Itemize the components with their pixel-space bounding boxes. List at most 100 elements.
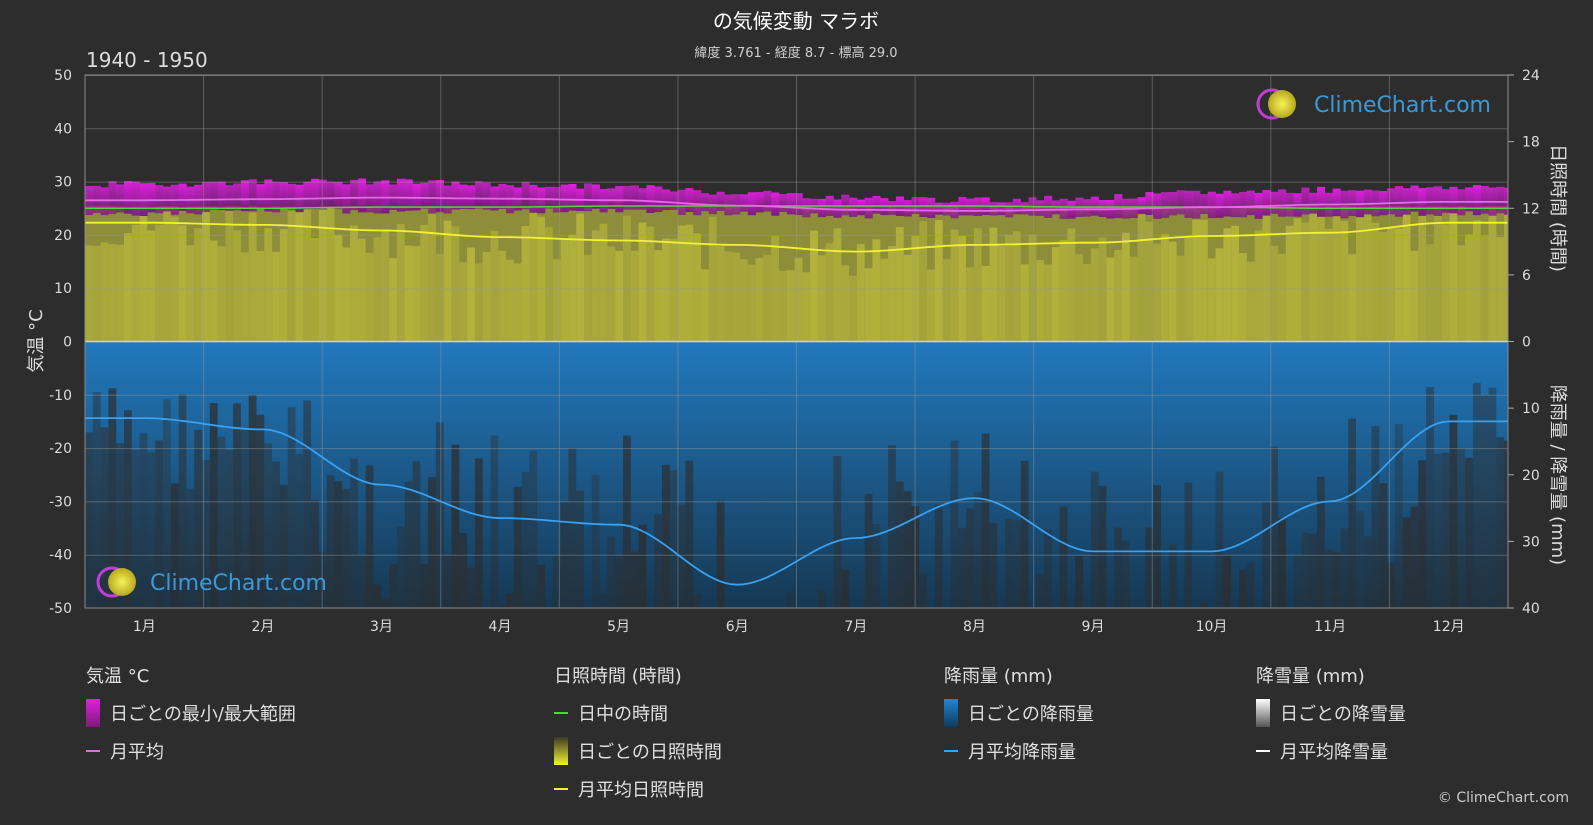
daily-temp-bar <box>264 179 273 212</box>
daily-sunshine-bar <box>311 238 319 342</box>
daily-rain-bar <box>1332 552 1341 608</box>
daily-temp-bar <box>1200 194 1209 214</box>
left-tick-label: 30 <box>54 175 72 191</box>
daily-temp-bar <box>521 181 530 210</box>
daily-rain-bar <box>365 465 374 608</box>
daily-rain-bar <box>1215 471 1224 608</box>
daily-temp-bar <box>1496 186 1505 214</box>
daily-rain-bar <box>591 474 600 608</box>
daily-rain-bar <box>1394 424 1403 608</box>
left-tick-label: 10 <box>54 281 72 297</box>
daily-sunshine-bar <box>404 245 413 342</box>
legend-item-label: 日ごとの降雨量 <box>968 704 1094 725</box>
logo-bottom-left: ClimeChart.com <box>96 566 327 598</box>
daily-rain-bar <box>521 472 530 608</box>
daily-rain-bar <box>1426 387 1434 608</box>
daily-temp-bar <box>568 184 577 211</box>
daily-sunshine-bar <box>155 224 163 342</box>
daily-rain-bar <box>1153 485 1161 608</box>
right-sun-tick-label: 18 <box>1522 135 1540 151</box>
daily-rain-bar <box>318 552 327 608</box>
daily-temp-bar <box>646 185 655 213</box>
daily-rain-bar <box>1441 452 1450 608</box>
daily-rain-bar <box>373 584 382 608</box>
daily-temp-bar <box>474 181 483 209</box>
daily-sunshine-bar <box>654 250 662 342</box>
daily-sunshine-bar <box>1012 231 1021 342</box>
sunshine-monthly-mean-line <box>85 221 1508 253</box>
right-precip-axis-ticks: 10 20 30 40 <box>1508 401 1540 617</box>
daily-temp-bar <box>435 180 444 213</box>
daily-temp-bar <box>1465 187 1474 212</box>
daily-rain-bar <box>607 536 616 608</box>
daily-temp-bar <box>1387 188 1396 215</box>
daily-sunshine-bar <box>342 247 351 342</box>
daily-rain-bar <box>124 410 132 608</box>
daily-rain-bar <box>1090 471 1099 608</box>
x-tick-label: 9月 <box>1082 619 1105 635</box>
daily-sunshine-bar <box>1231 225 1239 342</box>
daily-sunshine-bar <box>1114 250 1122 342</box>
daily-sunshine-bar <box>108 244 117 342</box>
daily-temp-bar <box>1278 189 1287 217</box>
daily-sunshine-bar <box>1020 264 1029 342</box>
daily-sunshine-bar <box>147 230 156 342</box>
daily-rain-bar <box>654 514 662 608</box>
daily-sunshine-bar <box>545 226 553 342</box>
daily-sunshine-bar <box>1044 264 1052 342</box>
daily-rain-bar <box>1457 448 1466 608</box>
daily-temp-bar <box>482 182 491 210</box>
daily-rain-bar <box>1356 511 1364 608</box>
daily-rain-bar <box>412 461 421 608</box>
daily-temp-bar <box>669 191 678 210</box>
daily-temp-bar <box>701 193 710 212</box>
daily-rain-bar <box>163 399 171 608</box>
daily-temp-bar <box>225 185 234 211</box>
daily-rain-bar <box>552 555 561 608</box>
daily-rain-bar <box>576 490 584 608</box>
daily-sunshine-bar <box>1387 228 1395 342</box>
daily-temp-bar <box>584 183 593 212</box>
daily-sunshine-bar <box>755 257 764 342</box>
x-tick-label: 2月 <box>251 619 274 635</box>
daily-temp-bar <box>1168 192 1177 216</box>
daily-temp-bar <box>287 183 296 210</box>
daily-sunshine-bar <box>1270 245 1278 342</box>
daily-sunshine-bar <box>1098 237 1107 342</box>
daily-temp-bar <box>498 184 507 209</box>
daily-rain-bar <box>1098 485 1107 608</box>
daily-temp-bar <box>1020 202 1029 215</box>
daily-temp-bar <box>459 184 468 209</box>
daily-sunshine-bar <box>139 206 148 342</box>
daily-sunshine-bar <box>1418 206 1427 342</box>
daily-temp-bar <box>233 183 242 211</box>
daily-rain-bar <box>459 533 468 608</box>
daily-temp-bar <box>1441 189 1450 213</box>
daily-temp-bar <box>849 197 858 217</box>
daily-sunshine-bar <box>209 240 218 342</box>
left-axis-ticks: 50 40 30 20 10 0 -10 -20 -30 -40 -50 <box>49 68 72 617</box>
daily-temp-bar <box>467 185 476 210</box>
daily-rain-bar <box>1402 517 1411 608</box>
daily-sunshine-bar <box>482 252 491 342</box>
daily-rain-bar <box>833 456 842 608</box>
daily-temp-bar <box>856 199 865 216</box>
daily-sunshine-bar <box>934 220 943 342</box>
daily-sunshine-bar <box>1067 228 1076 342</box>
daily-rain-bar <box>1270 446 1278 608</box>
daily-sunshine-bar <box>779 270 787 342</box>
period-label: 1940 - 1950 <box>86 48 208 72</box>
daily-temp-bar <box>178 183 187 211</box>
daily-sunshine-bar <box>568 234 577 342</box>
x-tick-label: 5月 <box>607 619 630 635</box>
daily-temp-bar <box>92 185 101 213</box>
daily-rain-bar <box>435 422 444 608</box>
daily-sunshine-bar <box>1200 219 1208 342</box>
daily-temp-bar <box>342 184 351 214</box>
daily-sunshine-bar <box>420 224 429 342</box>
daily-rain-bar <box>1293 555 1302 608</box>
daily-sunshine-bar <box>1246 261 1255 342</box>
daily-temp-bar <box>1262 190 1271 216</box>
daily-sunshine-bar <box>1051 247 1060 342</box>
daily-sunshine-bar <box>272 251 280 342</box>
